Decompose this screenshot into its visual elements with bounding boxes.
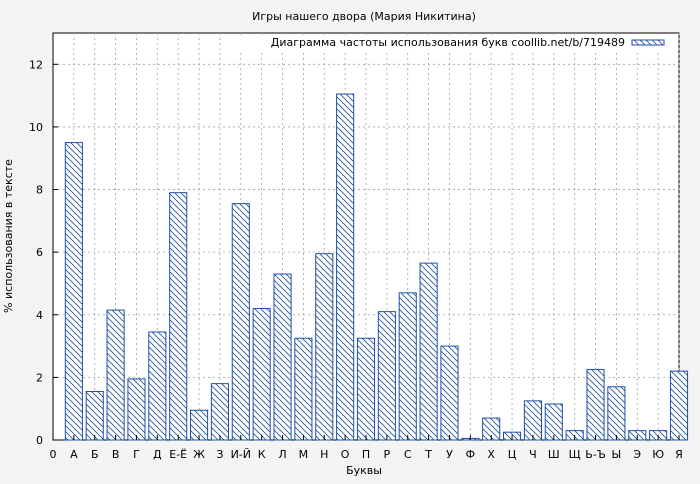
bar-С	[398, 292, 417, 441]
bar-Я	[669, 370, 689, 441]
grid	[53, 33, 680, 440]
y-tick-label: 6	[36, 246, 43, 259]
bar-И-Й	[231, 203, 250, 441]
bar-Д	[148, 331, 167, 441]
bar-Г	[127, 378, 146, 441]
x-tick-label: В	[112, 448, 120, 461]
x-tick-label: Н	[320, 448, 328, 461]
bar-З	[210, 383, 229, 441]
x-tick-label: З	[216, 448, 223, 461]
y-tick-label: 12	[29, 58, 43, 71]
bar-Ь-Ъ	[586, 369, 605, 441]
x-tick-label: Ц	[508, 448, 517, 461]
bar-Т	[419, 262, 438, 441]
bar-П	[356, 337, 376, 441]
bar-Н	[315, 253, 334, 441]
y-tick-label: 10	[29, 121, 43, 134]
x-tick-label: К	[258, 448, 266, 461]
bars	[64, 93, 689, 441]
x-tick-label: Ш	[548, 448, 560, 461]
x-origin-label: 0	[50, 448, 57, 461]
x-tick-label: Э	[633, 448, 641, 461]
x-tick-label: Г	[133, 448, 140, 461]
x-tick-label: Е-Ё	[169, 448, 187, 461]
x-tick-label: Л	[278, 448, 286, 461]
x-tick-label: А	[70, 448, 78, 461]
y-tick-label: 0	[36, 434, 43, 447]
x-tick-label: И-Й	[231, 448, 251, 461]
x-tick-label: Ч	[529, 448, 537, 461]
y-axis-ticks: 0 2 4 6 8 10 12	[29, 58, 58, 447]
bar-У	[440, 345, 459, 441]
x-tick-label: С	[404, 448, 412, 461]
legend-background	[240, 35, 676, 51]
x-tick-label: Я	[675, 448, 683, 461]
x-tick-label: О	[341, 448, 350, 461]
x-tick-label: Т	[424, 448, 432, 461]
legend: Диаграмма частоты использования букв coo…	[240, 35, 676, 51]
x-axis-ticks: А Б В Г Д Е-Ё Ж З И-Й К Л М Н О П Р С Т У Ф Х Ц Ч Ш Щ Ь-Ъ Ы Э Ю Я	[70, 435, 683, 461]
bar-Б	[85, 390, 104, 441]
x-tick-label: Х	[487, 448, 495, 461]
x-tick-label: Б	[91, 448, 99, 461]
x-tick-label: Р	[384, 448, 391, 461]
bar-Р	[377, 311, 396, 441]
x-tick-label: У	[446, 448, 453, 461]
legend-swatch	[631, 39, 665, 46]
legend-label: Диаграмма частоты использования букв coo…	[271, 36, 625, 49]
bar-Ч	[523, 400, 542, 441]
bar-А	[64, 142, 83, 441]
chart-title: Игры нашего двора (Мария Никитина)	[252, 10, 476, 23]
y-tick-label: 2	[36, 371, 43, 384]
x-tick-label: Ы	[612, 448, 622, 461]
bar-М	[294, 337, 313, 441]
x-tick-label: Д	[153, 448, 162, 461]
x-axis-label: Буквы	[346, 464, 382, 477]
x-tick-label: Ж	[193, 448, 205, 461]
bar-О	[336, 93, 355, 441]
x-tick-label: Ф	[466, 448, 475, 461]
y-tick-label: 4	[36, 309, 43, 322]
x-tick-label: Щ	[569, 448, 581, 461]
x-tick-label: Ю	[652, 448, 664, 461]
bar-К	[252, 308, 271, 441]
x-tick-label: М	[299, 448, 309, 461]
bar-Л	[273, 273, 292, 441]
bar-Е-Ё	[169, 192, 188, 441]
bar-Ш	[544, 403, 563, 441]
x-tick-label: Ь-Ъ	[585, 448, 606, 461]
y-axis-label: % использования в тексте	[2, 159, 15, 313]
bar-В	[106, 309, 125, 441]
y-tick-label: 8	[36, 184, 43, 197]
bar-Ы	[607, 386, 626, 441]
x-tick-label: П	[362, 448, 370, 461]
